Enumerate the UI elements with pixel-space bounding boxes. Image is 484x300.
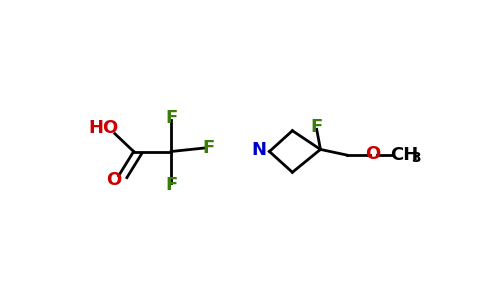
Text: N: N <box>251 141 266 159</box>
Text: F: F <box>165 176 177 194</box>
Text: CH: CH <box>390 146 418 164</box>
Text: F: F <box>202 139 215 157</box>
Text: F: F <box>165 109 177 127</box>
Text: F: F <box>311 118 323 136</box>
Text: O: O <box>106 171 122 189</box>
Text: HO: HO <box>89 119 119 137</box>
Text: O: O <box>365 145 380 163</box>
Text: 3: 3 <box>411 151 421 165</box>
